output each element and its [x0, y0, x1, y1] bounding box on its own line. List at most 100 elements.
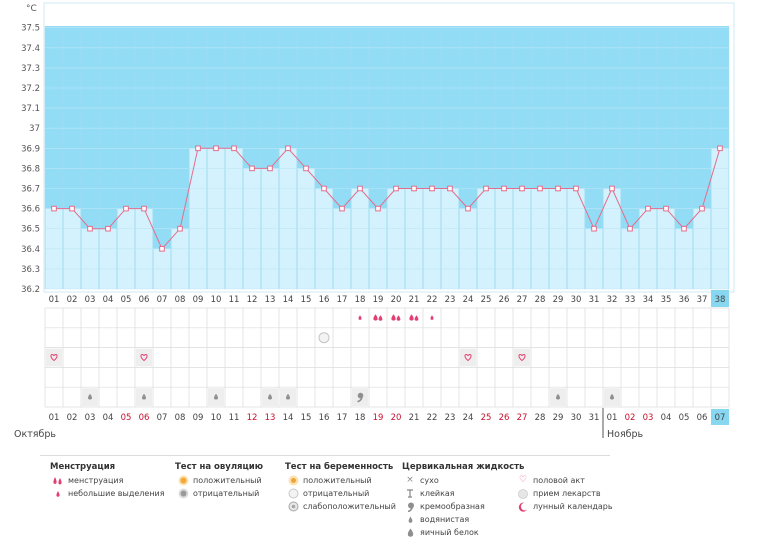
gray-drop-icon — [609, 393, 615, 400]
y-tick-label: 37.1 — [21, 104, 40, 114]
cycle-day-label: 15 — [301, 295, 312, 305]
temperature-point — [375, 205, 381, 212]
creamy-icon — [402, 500, 418, 513]
temperature-column — [81, 228, 99, 289]
date-label: 31 — [589, 413, 600, 423]
legend-pregnancy-test: Тест на беременность положительный отриц… — [285, 461, 396, 513]
legend-pregnancy-negative-label: отрицательный — [303, 489, 370, 498]
pregnancy-weak-icon — [285, 500, 301, 513]
temperature-column — [603, 188, 621, 289]
temperature-point — [123, 205, 129, 212]
date-label: 27 — [517, 413, 528, 423]
temperature-point — [51, 205, 57, 212]
date-label: 13 — [265, 413, 276, 423]
legend-menstruation-heavy-label: менструация — [68, 476, 124, 485]
legend-cervical-watery: водянистая — [402, 513, 524, 526]
temperature-point — [609, 185, 615, 192]
heavy-drop-icon — [391, 314, 396, 321]
y-axis-unit-label: °C — [26, 4, 37, 14]
cycle-day-label: 28 — [535, 295, 546, 305]
temperature-point — [213, 145, 219, 152]
date-label: 15 — [301, 413, 312, 423]
temperature-column — [441, 188, 459, 289]
date-label: 28 — [535, 413, 546, 423]
temperature-column — [621, 228, 639, 289]
legend-cervical-sticky: клейкая — [402, 487, 524, 500]
date-label: 14 — [283, 413, 294, 423]
sticky-icon — [402, 487, 418, 500]
pregnancy-test-icon — [318, 332, 330, 344]
cycle-day-label: 10 — [211, 295, 222, 305]
temperature-column — [171, 228, 189, 289]
temperature-point — [465, 205, 471, 212]
cycle-day-label: 17 — [337, 295, 348, 305]
chart-border — [43, 2, 735, 293]
temperature-point — [393, 185, 399, 192]
legend-cervical-dry: × сухо — [402, 474, 524, 487]
legend-pregnancy-negative: отрицательный — [285, 487, 396, 500]
cycle-day-label: 33 — [625, 295, 636, 305]
light-drop-icon — [430, 315, 434, 320]
date-label: 30 — [571, 413, 582, 423]
legend-pregnancy-positive: положительный — [285, 474, 396, 487]
temperature-point — [663, 205, 669, 212]
y-tick-label: 37.2 — [21, 84, 40, 94]
cycle-day-label: 22 — [427, 295, 438, 305]
gray-drop-icon — [555, 393, 561, 400]
cycle-day-label: 26 — [499, 295, 510, 305]
temperature-point — [195, 145, 201, 152]
heart-icon — [50, 353, 58, 362]
temperature-point — [447, 185, 453, 192]
y-tick-label: 36.8 — [21, 164, 40, 174]
cycle-day-label: 06 — [139, 295, 150, 305]
cycle-day-label: 38 — [715, 295, 726, 305]
date-label: 26 — [499, 413, 510, 423]
y-tick-label: 36.7 — [21, 185, 40, 195]
legend-cervical-fluid: Цервикальная жидкость × сухо клейкая кре… — [402, 461, 524, 539]
y-tick-label: 37.5 — [21, 24, 40, 34]
cycle-day-label: 25 — [481, 295, 492, 305]
date-label: 11 — [229, 413, 240, 423]
legend-cervical-egg-white-label: яичный белок — [420, 528, 479, 537]
cycle-day-label: 04 — [103, 295, 114, 305]
temperature-column — [513, 188, 531, 289]
temperature-point — [267, 165, 273, 172]
month-label: Ноябрь — [607, 429, 644, 440]
temperature-point — [501, 185, 507, 192]
cycle-day-label: 08 — [175, 295, 186, 305]
legend-menstruation: Менструация менструация небольшие выделе… — [50, 461, 165, 500]
cycle-day-label: 20 — [391, 295, 402, 305]
pregnancy-negative-icon — [285, 487, 301, 500]
temperature-point — [717, 145, 723, 152]
date-label: 06 — [697, 413, 708, 423]
light-drop-icon — [50, 487, 66, 500]
legend-intercourse: ♡ половой акт — [515, 474, 613, 487]
heart-icon — [518, 353, 526, 362]
date-label: 04 — [103, 413, 114, 423]
date-label: 19 — [373, 413, 384, 423]
temperature-point — [69, 205, 75, 212]
legend-pregnancy-weak: слабоположительный — [285, 500, 396, 513]
temperature-point — [429, 185, 435, 192]
temperature-column — [423, 188, 441, 289]
cycle-day-label: 24 — [463, 295, 474, 305]
cycle-day-label: 19 — [373, 295, 384, 305]
temperature-column — [207, 148, 225, 289]
legend-pregnancy-title: Тест на беременность — [285, 462, 394, 472]
gray-drop-icon — [267, 393, 273, 400]
legend-cervical-sticky-label: клейкая — [420, 489, 455, 498]
legend-cervical-creamy: кремообразная — [402, 500, 524, 513]
temperature-column — [99, 228, 117, 289]
cycle-day-label: 29 — [553, 295, 564, 305]
legend-ovulation-positive-label: положительный — [193, 476, 262, 485]
heart-icon: ♡ — [518, 475, 528, 485]
legend-intercourse-label: половой акт — [533, 476, 585, 485]
heavy-drop-icon — [373, 314, 378, 321]
cycle-day-label: 18 — [355, 295, 366, 305]
temperature-point — [87, 225, 93, 232]
temperature-point — [105, 225, 111, 232]
temperature-column — [585, 228, 603, 289]
small-gray-drop-icon — [402, 513, 418, 526]
cycle-day-label: 12 — [247, 295, 258, 305]
legend-menstruation-light-label: небольшие выделения — [68, 489, 165, 498]
